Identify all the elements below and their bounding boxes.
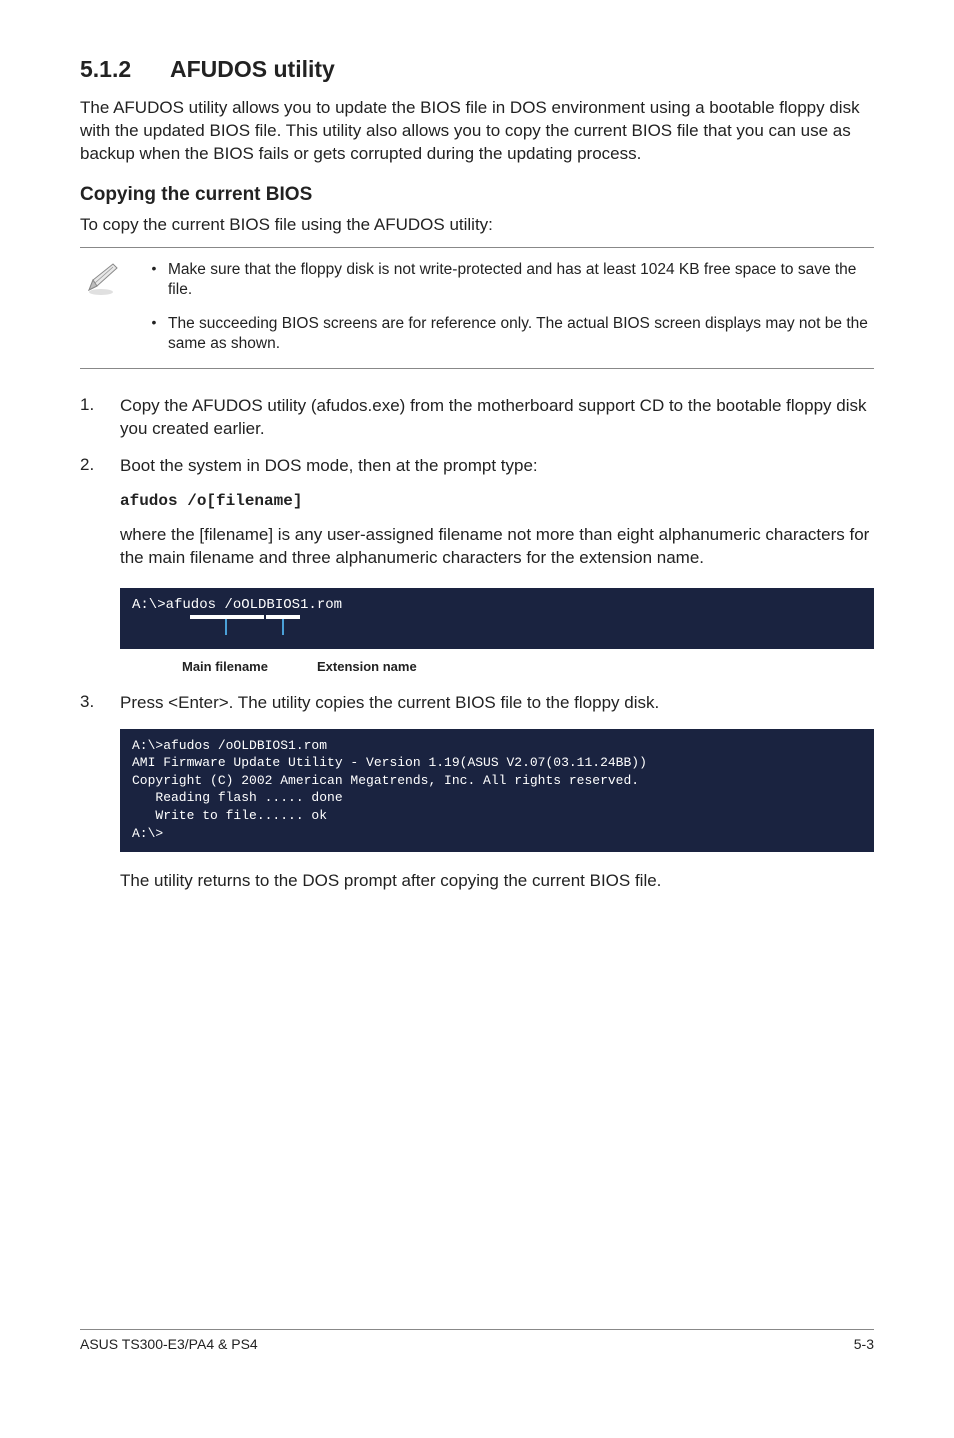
command-line: afudos /o[filename] — [120, 492, 874, 510]
annotation-pointer-icon — [132, 615, 362, 639]
note-item: • The succeeding BIOS screens are for re… — [140, 304, 874, 358]
subsection-heading: Copying the current BIOS — [80, 184, 874, 206]
step-item: 2. Boot the system in DOS mode, then at … — [80, 455, 874, 478]
terminal-line: A:\>afudos /oOLDBIOS1.rom — [132, 597, 342, 613]
section-title: AFUDOS utility — [170, 56, 335, 82]
step-number: 3. — [80, 692, 120, 715]
bullet-dot: • — [140, 256, 168, 304]
step-number: 1. — [80, 395, 120, 441]
pencil-note-icon — [80, 256, 126, 359]
step-text: Press <Enter>. The utility copies the cu… — [120, 692, 874, 715]
terminal-output-2: A:\>afudos /oOLDBIOS1.rom AMI Firmware U… — [120, 729, 874, 852]
step-item: 1. Copy the AFUDOS utility (afudos.exe) … — [80, 395, 874, 441]
section-number: 5.1.2 — [80, 56, 170, 83]
page-footer: ASUS TS300-E3/PA4 & PS4 5-3 — [80, 1329, 874, 1352]
annotation-main-filename: Main filename — [182, 659, 317, 674]
note-text: The succeeding BIOS screens are for refe… — [168, 304, 874, 358]
footer-left: ASUS TS300-E3/PA4 & PS4 — [80, 1336, 258, 1352]
steps-list: 1. Copy the AFUDOS utility (afudos.exe) … — [80, 395, 874, 478]
note-text: Make sure that the floppy disk is not wr… — [168, 256, 874, 304]
terminal-output-1: A:\>afudos /oOLDBIOS1.rom — [120, 588, 874, 649]
step-item: 3. Press <Enter>. The utility copies the… — [80, 692, 874, 715]
section-heading: 5.1.2AFUDOS utility — [80, 56, 874, 83]
footer-right: 5-3 — [854, 1336, 874, 1352]
note-list: • Make sure that the floppy disk is not … — [140, 256, 874, 359]
note-item: • Make sure that the floppy disk is not … — [140, 256, 874, 304]
annotation-labels: Main filename Extension name — [120, 659, 874, 674]
closing-text: The utility returns to the DOS prompt af… — [120, 870, 874, 893]
bullet-dot: • — [140, 304, 168, 358]
command-note: where the [filename] is any user-assigne… — [120, 524, 874, 570]
step-number: 2. — [80, 455, 120, 478]
step-text: Boot the system in DOS mode, then at the… — [120, 455, 874, 478]
step-text: Copy the AFUDOS utility (afudos.exe) fro… — [120, 395, 874, 441]
note-box: • Make sure that the floppy disk is not … — [80, 247, 874, 370]
intro-paragraph: The AFUDOS utility allows you to update … — [80, 97, 874, 166]
subsection-intro: To copy the current BIOS file using the … — [80, 214, 874, 237]
annotation-extension-name: Extension name — [317, 659, 417, 674]
steps-list-continued: 3. Press <Enter>. The utility copies the… — [80, 692, 874, 715]
